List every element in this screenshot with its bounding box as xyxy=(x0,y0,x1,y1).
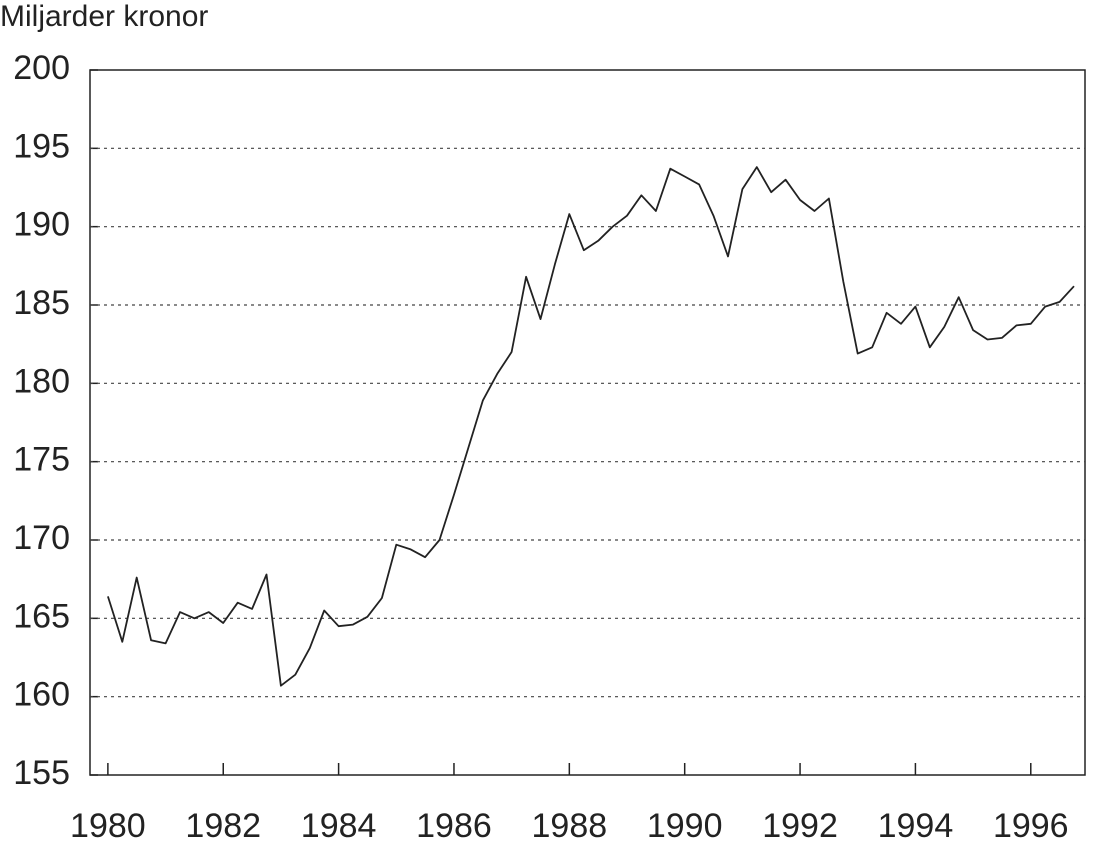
plot-frame xyxy=(89,69,1086,776)
x-tick-label: 1992 xyxy=(762,807,838,845)
y-tick-label: 165 xyxy=(13,597,70,635)
x-tick-label: 1982 xyxy=(185,807,261,845)
y-tick-label: 185 xyxy=(13,284,70,322)
x-tick-label: 1986 xyxy=(416,807,492,845)
y-tick-label: 170 xyxy=(13,519,70,557)
x-tick-label: 1980 xyxy=(70,807,146,845)
y-axis-label: Miljarder kronor xyxy=(0,0,208,33)
x-tick-label: 1984 xyxy=(301,807,377,845)
y-tick-label: 200 xyxy=(13,49,70,87)
x-tick-label: 1994 xyxy=(878,807,954,845)
y-tick-label: 190 xyxy=(13,206,70,244)
y-tick-label: 195 xyxy=(13,127,70,165)
x-tick-label: 1988 xyxy=(532,807,608,845)
y-tick-label: 175 xyxy=(13,441,70,479)
y-tick-label: 180 xyxy=(13,362,70,400)
x-tick-label: 1990 xyxy=(647,807,723,845)
y-tick-label: 160 xyxy=(13,676,70,714)
y-tick-label: 155 xyxy=(13,754,70,792)
x-tick-label: 1996 xyxy=(993,807,1069,845)
data-line xyxy=(107,166,1075,687)
